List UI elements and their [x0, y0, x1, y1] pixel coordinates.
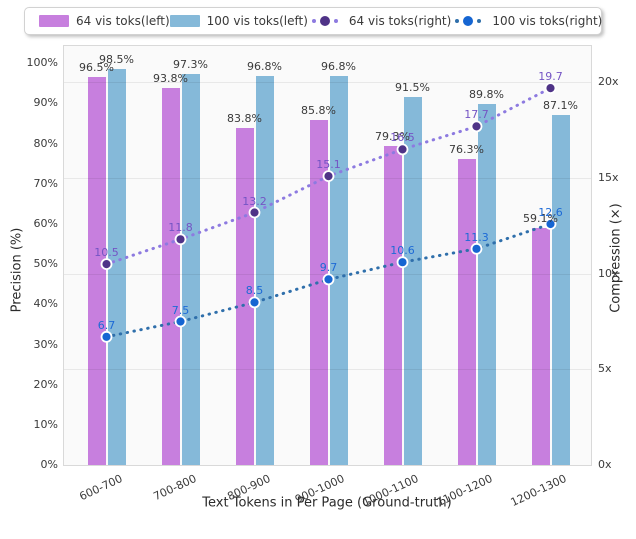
- bar-100-vis-toks-left-: [181, 74, 200, 465]
- line-marker: [544, 82, 557, 94]
- y-left-tick-label: 90%: [33, 96, 58, 110]
- right-axis-title: Compression (×): [608, 203, 624, 313]
- legend-label: 64 vis toks(left): [76, 14, 170, 28]
- line-value-label: 10.5: [94, 246, 119, 260]
- bar-value-label: 76.3%: [449, 142, 484, 156]
- line-marker: [248, 206, 261, 219]
- x-axis-title: Text Tokens in Per Page (Ground-truth): [202, 495, 452, 511]
- bar-value-label: 87.1%: [543, 99, 578, 113]
- y-right-tick-label: 5x: [598, 362, 612, 376]
- line-value-label: 16.5: [390, 131, 415, 145]
- line-marker: [396, 143, 409, 156]
- legend: 64 vis toks(left) 100 vis toks(left) 64 …: [24, 7, 602, 35]
- line-marker: [100, 258, 113, 271]
- legend-item-64-vis-toks-right: 64 vis toks(right): [308, 14, 451, 28]
- blue-dotted-marker-icon: [451, 16, 485, 26]
- line-marker: [322, 273, 335, 286]
- bar-value-label: 98.5%: [99, 53, 134, 67]
- y-left-tick-label: 50%: [33, 257, 58, 271]
- bar-100-vis-toks-left-: [477, 104, 496, 465]
- line-marker: [174, 315, 187, 328]
- y-left-tick-label: 70%: [33, 176, 58, 190]
- line-marker: [544, 218, 557, 230]
- bar-64-vis-toks-left-: [87, 77, 106, 465]
- legend-item-100-vis-toks-right: 100 vis toks(right): [451, 14, 602, 28]
- y-right-tick-label: 15x: [598, 171, 619, 185]
- line-marker: [396, 256, 409, 269]
- legend-label: 100 vis toks(left): [206, 14, 308, 28]
- purple-bar-swatch-icon: [39, 15, 69, 27]
- bar-100-vis-toks-left-: [551, 115, 570, 465]
- y-left-tick-label: 30%: [33, 337, 58, 351]
- line-value-label: 11.8: [168, 221, 193, 235]
- line-marker: [248, 296, 261, 309]
- bar-100-vis-toks-left-: [403, 97, 422, 465]
- bar-value-label: 89.8%: [469, 88, 504, 102]
- precision-compression-chart: 64 vis toks(left) 100 vis toks(left) 64 …: [9, 7, 624, 511]
- line-value-label: 6.7: [97, 318, 116, 332]
- bar-value-label: 93.8%: [153, 72, 188, 86]
- bar-64-vis-toks-left-: [383, 146, 402, 465]
- bar-value-label: 96.8%: [247, 60, 282, 74]
- x-tick-label: 700-800: [150, 472, 198, 504]
- legend-item-64-vis-toks-left: 64 vis toks(left): [39, 14, 170, 28]
- legend-label: 100 vis toks(right): [492, 14, 603, 28]
- bar-value-label: 59.1%: [523, 211, 558, 225]
- line-value-label: 17.7: [464, 108, 489, 122]
- bar-value-label: 83.8%: [227, 112, 262, 126]
- line-marker: [174, 233, 187, 246]
- line-value-label: 15.1: [316, 158, 341, 172]
- y-left-tick-label: 20%: [33, 377, 58, 391]
- bar-value-label: 85.8%: [301, 104, 336, 118]
- bar-64-vis-toks-left-: [309, 120, 328, 465]
- gridline: [64, 369, 591, 371]
- line-value-label: 12.6: [538, 206, 563, 219]
- bar-value-label: 79.3%: [375, 130, 410, 144]
- legend-item-100-vis-toks-left: 100 vis toks(left): [169, 14, 308, 28]
- purple-dotted-marker-icon: [308, 16, 342, 26]
- y-left-tick-label: 80%: [33, 136, 58, 150]
- line-marker: [100, 330, 113, 343]
- y-right-tick-label: 0x: [598, 458, 612, 471]
- bar-64-vis-toks-left-: [161, 88, 180, 465]
- y-left-tick-label: 0%: [40, 458, 58, 471]
- line-value-label: 10.6: [390, 244, 415, 258]
- line-value-label: 11.3: [464, 230, 489, 244]
- line-value-label: 8.5: [245, 284, 264, 298]
- x-tick-label: 1200-1300: [508, 472, 568, 510]
- blue-bar-swatch-icon: [169, 15, 200, 27]
- legend-label: 64 vis toks(right): [348, 14, 452, 28]
- y-left-tick-label: 10%: [33, 417, 58, 431]
- bar-64-vis-toks-left-: [531, 227, 550, 465]
- bar-100-vis-toks-left-: [255, 76, 274, 465]
- line-marker: [470, 120, 483, 133]
- bar-value-label: 96.5%: [79, 61, 114, 75]
- y-right-tick-label: 10x: [598, 266, 619, 280]
- y-right-tick-label: 20x: [598, 75, 619, 89]
- bar-64-vis-toks-left-: [457, 158, 476, 465]
- line-value-label: 19.7: [538, 70, 563, 84]
- plot-area: 0% 10% 20% 30% 40% 50% 60% 70% 80% 90% 100% 0x 5x 10x…: [27, 45, 619, 509]
- bar-value-label: 91.5%: [395, 81, 430, 95]
- bar-value-label: 97.3%: [173, 58, 208, 72]
- y-left-tick-label: 40%: [33, 297, 58, 311]
- left-axis-title: Precision (%): [9, 227, 25, 313]
- gridline: [64, 82, 591, 84]
- bar-100-vis-toks-left-: [107, 69, 126, 465]
- line-marker: [470, 242, 483, 255]
- bar-value-label: 96.8%: [321, 60, 356, 74]
- line-value-label: 7.5: [171, 303, 190, 317]
- y-left-tick-label: 100%: [26, 56, 58, 70]
- line-value-label: 13.2: [242, 194, 267, 208]
- line-marker: [322, 170, 335, 183]
- line-value-label: 9.7: [319, 261, 338, 275]
- y-left-tick-label: 60%: [33, 217, 58, 230]
- x-tick-label: 600-700: [76, 472, 124, 504]
- line-series-layer: [100, 82, 557, 343]
